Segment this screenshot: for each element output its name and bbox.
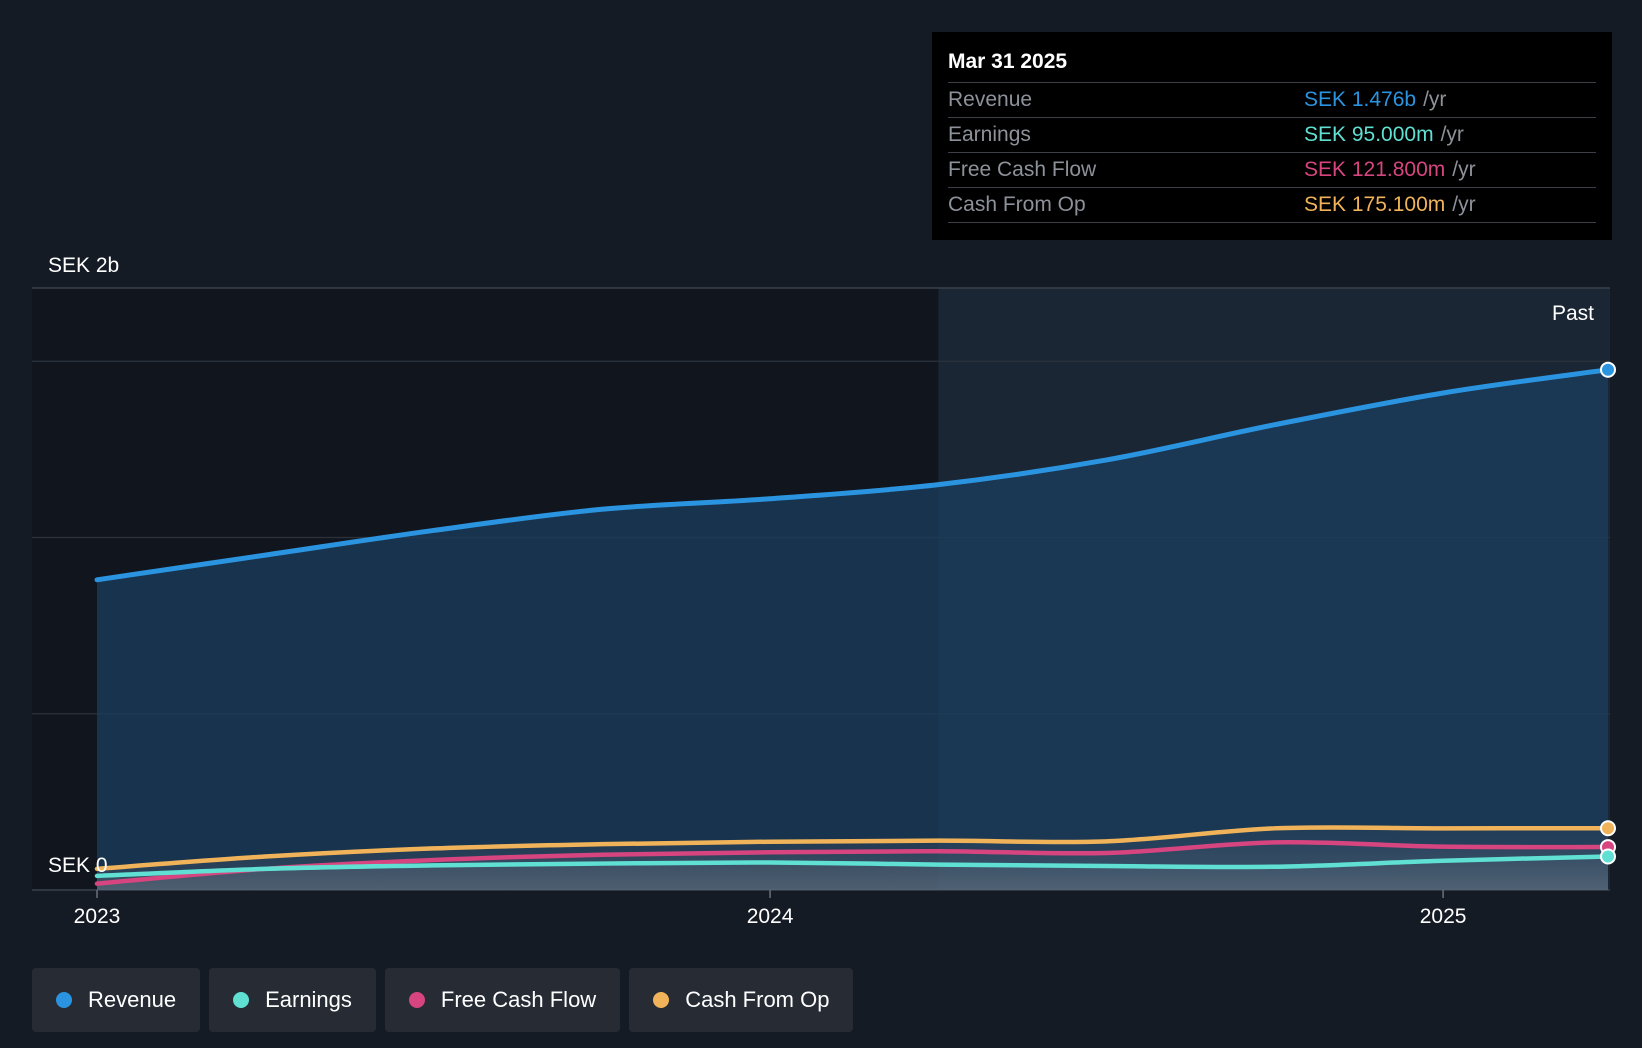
y-axis-zero-label: SEK 0 [48, 854, 108, 877]
earnings-end-point [1600, 848, 1616, 865]
x-tick-label: 2024 [747, 905, 794, 928]
cash-from-op-end-point [1600, 820, 1616, 837]
free-cash-flow-dot-icon [408, 992, 425, 1008]
legend-label: Revenue [88, 987, 177, 1012]
legend-item-cash-from-op[interactable]: Cash From Op [629, 968, 854, 1032]
tooltip-unit: /yr [1440, 123, 1464, 146]
line-layer [94, 367, 1611, 886]
revenue-line [94, 367, 1611, 583]
legend-label: Free Cash Flow [440, 987, 597, 1012]
free-cash-flow-line [94, 840, 1611, 886]
revenue-dot-icon [56, 992, 72, 1008]
tooltip-unit: /yr [1423, 88, 1447, 111]
tooltip-row-free-cash-flow: Free Cash Flow SEK 121.800m /yr [948, 152, 1596, 187]
x-tick-label: 2023 [74, 905, 121, 928]
tooltip-label: Cash From Op [948, 193, 1086, 216]
legend-label: Earnings [265, 987, 352, 1012]
tooltip-label: Earnings [948, 123, 1031, 146]
dot-layer [1600, 361, 1616, 865]
earnings-dot-icon [233, 992, 250, 1008]
revenue-end-point [1600, 361, 1616, 378]
tooltip-value: SEK 121.800m [1304, 158, 1446, 181]
tooltip-label: Free Cash Flow [948, 158, 1097, 181]
tooltip-label: Revenue [948, 88, 1033, 111]
tooltip-value: SEK 175.100m [1304, 193, 1446, 216]
legend-label: Cash From Op [685, 987, 830, 1012]
earnings-line [94, 854, 1611, 879]
legend-item-revenue[interactable]: Revenue [32, 968, 201, 1032]
tooltip-value: SEK 1.476b [1304, 88, 1417, 111]
tooltip-row-revenue: Revenue SEK 1.476b /yr [948, 82, 1596, 117]
legend-item-earnings[interactable]: Earnings [209, 968, 376, 1032]
cash-from-op-line [94, 825, 1611, 872]
tooltip-row-cash-from-op: Cash From Op SEK 175.100m /yr [948, 187, 1596, 223]
tooltip: Mar 31 2025 Revenue SEK 1.476b /yr Earni… [932, 32, 1612, 240]
y-axis-top-label: SEK 2b [48, 254, 119, 277]
past-label: Past [1552, 302, 1594, 325]
tooltip-unit: /yr [1452, 158, 1476, 181]
tooltip-row-earnings: Earnings SEK 95.000m /yr [948, 117, 1596, 152]
x-axis: 2023 2024 2025 [74, 890, 1467, 928]
legend-item-free-cash-flow[interactable]: Free Cash Flow [384, 968, 621, 1032]
revenue-area [97, 369, 1608, 891]
x-tick-label: 2025 [1420, 905, 1467, 928]
tooltip-date: Mar 31 2025 [948, 50, 1068, 73]
tooltip-unit: /yr [1452, 193, 1476, 216]
legend: Revenue Earnings Free Cash Flow Cash Fro… [32, 968, 854, 1032]
tooltip-value: SEK 95.000m [1304, 123, 1434, 146]
cash-from-op-dot-icon [653, 992, 670, 1008]
